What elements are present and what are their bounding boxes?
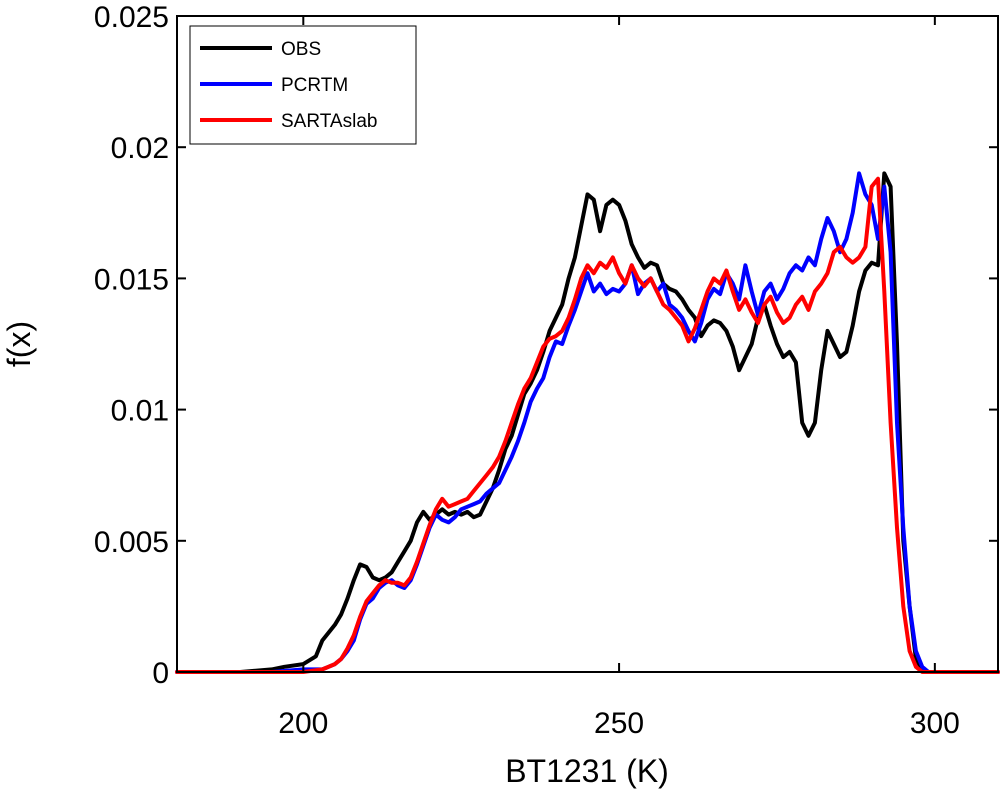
legend-label: PCRTM <box>281 75 348 96</box>
y-tick-label: 0.005 <box>94 526 169 559</box>
x-tick-label: 300 <box>910 707 960 740</box>
plot-series <box>175 171 1000 674</box>
x-axis-title: BT1231 (K) <box>505 753 669 789</box>
series-line-obs <box>175 171 1000 674</box>
x-tick-label: 250 <box>594 707 644 740</box>
y-tick-label: 0.02 <box>111 132 169 165</box>
legend-label: SARTAslab <box>281 111 377 132</box>
y-tick-label: 0.015 <box>94 263 169 296</box>
series-line-pcrtm <box>175 171 1000 674</box>
y-ticks: 0 0.005 0.01 0.015 0.02 0.025 <box>94 1 998 690</box>
plot-frame <box>176 15 999 673</box>
y-tick-label: 0.01 <box>111 395 169 428</box>
y-axis-title: f(x) <box>1 321 37 367</box>
x-tick-label: 200 <box>278 707 328 740</box>
y-tick-label: 0.025 <box>94 1 169 34</box>
x-ticks: 200 250 300 <box>278 16 960 740</box>
legend-label: OBS <box>281 39 321 60</box>
series-line-sartaslab <box>175 176 1000 674</box>
y-tick-label: 0 <box>152 657 169 690</box>
legend: OBS PCRTM SARTAslab <box>189 25 417 145</box>
